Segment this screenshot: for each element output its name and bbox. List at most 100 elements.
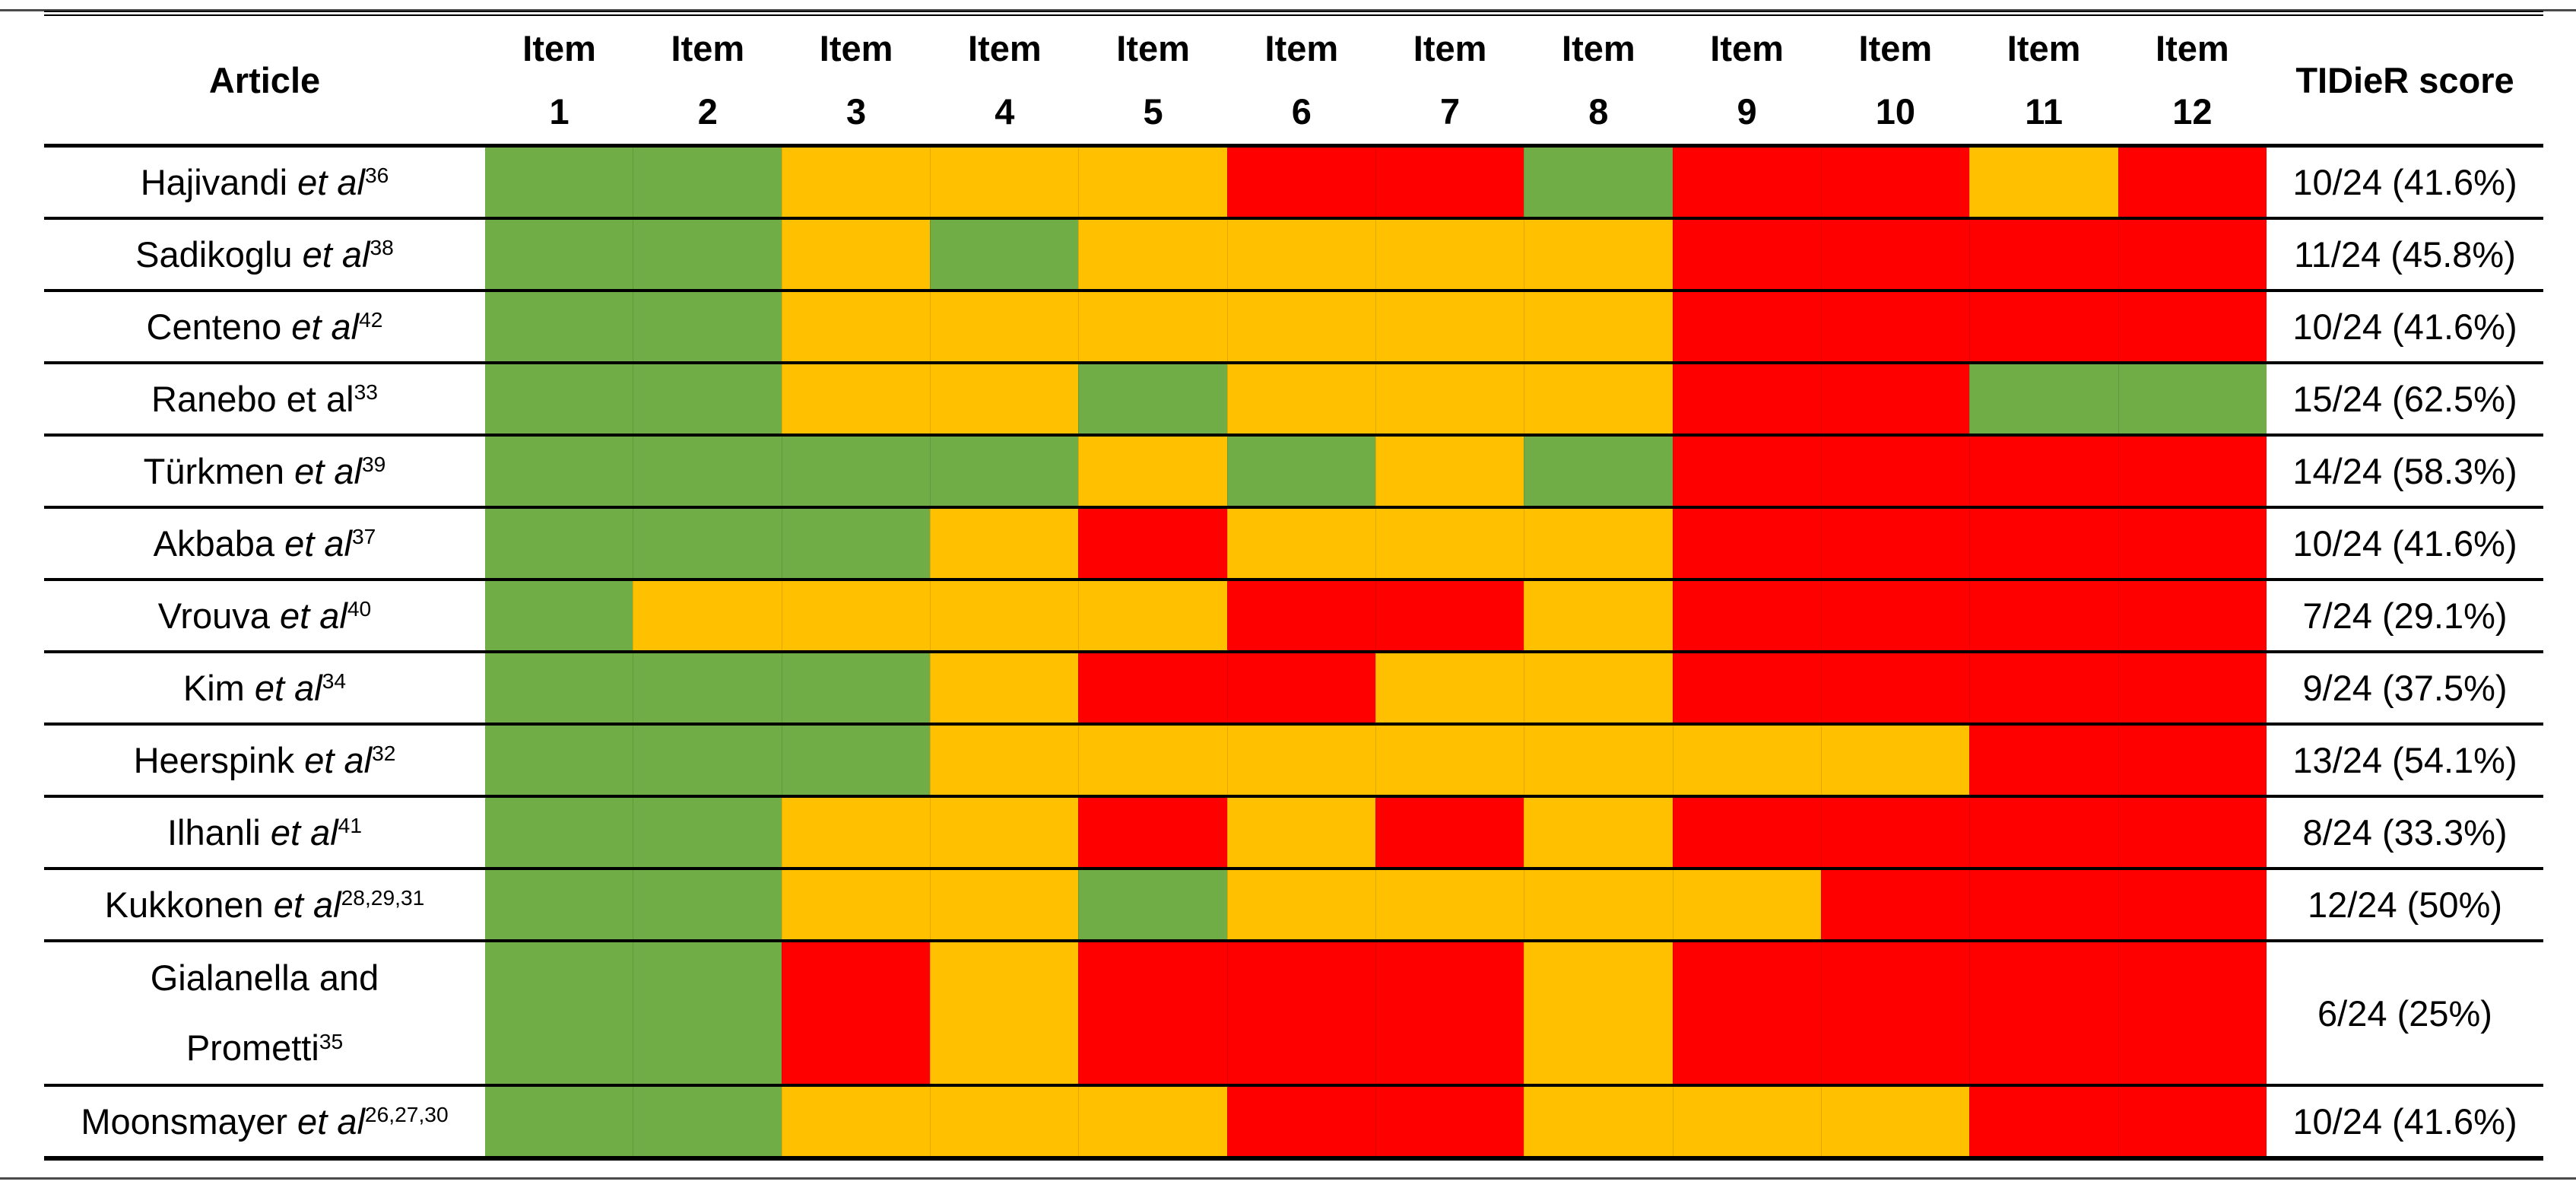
item-header-4: Item 4: [968, 28, 1042, 132]
tidier-score-value: 10/24 (41.6%): [2292, 162, 2517, 202]
item-cell: [781, 870, 930, 939]
item-header-9: Item 9: [1710, 28, 1784, 132]
item-cell: [485, 148, 633, 217]
item-cell: [1969, 148, 2118, 217]
etal-text: et al: [244, 667, 322, 708]
item-cell: [633, 364, 782, 434]
article-row: Hajivandi et al36 10/24 (41.6%): [44, 148, 2543, 220]
article-row: Kukkonen et al28,29,31 12/24 (50%): [44, 870, 2543, 942]
item-cells: [485, 509, 2267, 578]
citation-superscript: 33: [354, 380, 378, 405]
item-cell: [781, 437, 930, 506]
item-cell: [1375, 726, 1524, 795]
page-top-rule: [0, 9, 2576, 11]
article-name: Heerspink: [133, 739, 295, 780]
item-header-5: Item 5: [1116, 28, 1190, 132]
article-label: Sadikoglu et al38: [44, 220, 485, 289]
item-cell: [1078, 942, 1227, 1084]
item-cells: [485, 292, 2267, 361]
item-cells: [485, 726, 2267, 795]
item-cell: [1524, 437, 1673, 506]
item-cell: [1820, 726, 1970, 795]
article-row: Heerspink et al32 13/24 (54.1%): [44, 726, 2543, 798]
item-cell: [1672, 148, 1821, 217]
item-cell: [633, 581, 782, 650]
item-cell: [1672, 798, 1821, 867]
item-cell: [929, 220, 1079, 289]
item-cell: [1820, 870, 1970, 939]
article-name: Moonsmayer: [81, 1100, 287, 1142]
item-cell: [1226, 653, 1375, 723]
etal-text: et al: [260, 811, 338, 853]
article-name: Hajivandi: [140, 161, 288, 202]
article-name: Kukkonen: [104, 884, 264, 925]
citation-superscript: 28,29,31: [341, 885, 425, 910]
item-cell: [2118, 148, 2267, 217]
item-cell: [1524, 870, 1673, 939]
item-cell: [1226, 798, 1375, 867]
item-cell: [929, 581, 1079, 650]
item-cell: [485, 364, 633, 434]
item-header-7: Item 7: [1413, 28, 1487, 132]
tidier-score-value: 13/24 (54.1%): [2292, 740, 2517, 780]
article-name: Gialanella and Prometti: [150, 958, 379, 1068]
item-cell: [1375, 509, 1524, 578]
tidier-score-value: 12/24 (50%): [2307, 885, 2503, 925]
item-cell: [1375, 942, 1524, 1084]
item-cell: [1226, 364, 1375, 434]
article-row: Gialanella and Prometti35 6/24 (25%): [44, 942, 2543, 1087]
item-cells: [485, 220, 2267, 289]
citation-superscript: 37: [351, 524, 376, 549]
item-cell: [1078, 581, 1227, 650]
item-cell: [1226, 148, 1375, 217]
item-cell: [781, 292, 930, 361]
item-cell: [929, 364, 1079, 434]
item-cell: [1226, 509, 1375, 578]
item-cell: [1375, 437, 1524, 506]
item-cell: [1820, 1087, 1970, 1156]
item-cell: [2118, 292, 2267, 361]
tidier-score-value: 8/24 (33.3%): [2302, 812, 2508, 853]
item-cell: [929, 942, 1079, 1084]
item-cell: [929, 509, 1079, 578]
article-label: Gialanella and Prometti35: [44, 942, 485, 1084]
item-cell: [781, 726, 930, 795]
item-cell: [781, 1087, 930, 1156]
citation-superscript: 34: [322, 669, 347, 694]
item-cells: [485, 364, 2267, 434]
etal-text: et al: [292, 233, 370, 275]
tidier-score-column-header: TIDieR score: [2295, 59, 2514, 100]
item-cell: [1524, 798, 1673, 867]
article-row: Sadikoglu et al38 11/24 (45.8%): [44, 220, 2543, 292]
etal-text: et al: [294, 739, 373, 780]
item-header-2: Item 2: [671, 28, 745, 132]
item-cell: [1078, 220, 1227, 289]
item-cell: [1375, 364, 1524, 434]
item-cell: [1226, 292, 1375, 361]
item-cell: [1672, 726, 1821, 795]
item-cell: [1820, 942, 1970, 1084]
item-cell: [1820, 220, 1970, 289]
item-cell: [781, 798, 930, 867]
item-header-8: Item 8: [1562, 28, 1635, 132]
etal-text: et al: [287, 161, 365, 202]
article-row: Akbaba et al37 10/24 (41.6%): [44, 509, 2543, 581]
item-cell: [1078, 509, 1227, 578]
tidier-score-value: 6/24 (25%): [2317, 992, 2492, 1034]
item-cell: [2118, 581, 2267, 650]
item-cell: [1672, 437, 1821, 506]
item-cell: [1969, 942, 2118, 1084]
article-label: Centeno et al42: [44, 292, 485, 361]
item-cell: [1375, 581, 1524, 650]
article-label: Akbaba et al37: [44, 509, 485, 578]
article-label: Vrouva et al40: [44, 581, 485, 650]
item-header-1: Item 1: [522, 28, 596, 132]
item-cell: [1226, 870, 1375, 939]
article-label: Kim et al34: [44, 653, 485, 723]
item-cell: [1078, 1087, 1227, 1156]
tidier-score-value: 10/24 (41.6%): [2292, 523, 2517, 564]
item-cell: [633, 726, 782, 795]
tidier-score-value: 9/24 (37.5%): [2302, 668, 2508, 708]
citation-superscript: 40: [347, 596, 372, 621]
item-cell: [2118, 798, 2267, 867]
